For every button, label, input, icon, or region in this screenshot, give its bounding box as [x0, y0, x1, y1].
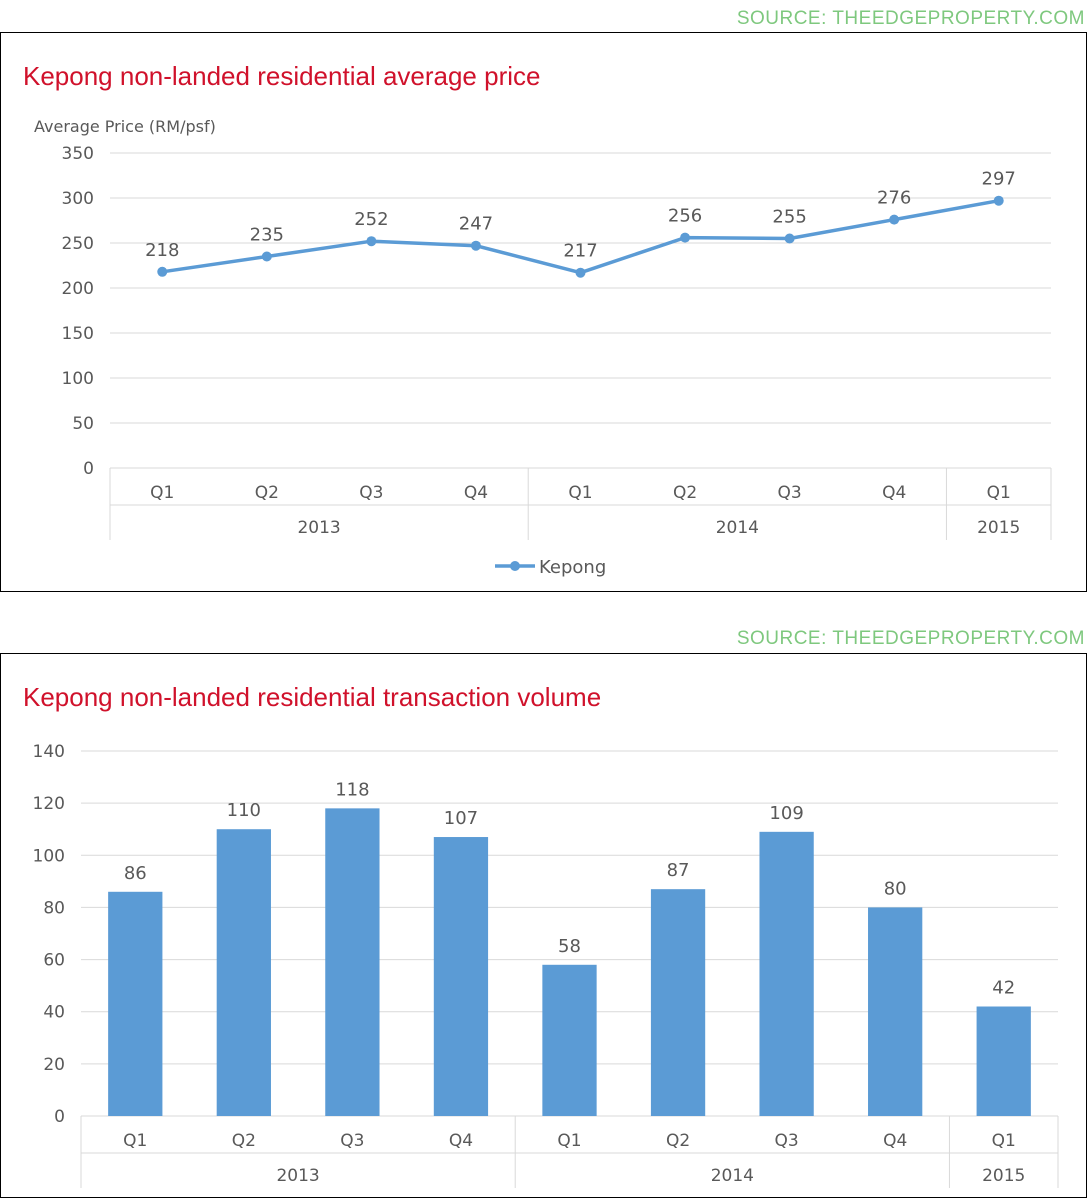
bar [650, 889, 706, 1116]
x-tick-label: Q2 [673, 483, 697, 503]
data-point [575, 267, 586, 278]
data-point [366, 236, 377, 247]
x-group-label: 2014 [716, 518, 759, 538]
y-tick-label: 200 [62, 279, 94, 299]
data-label: 218 [145, 240, 179, 261]
volume-chart-panel: Kepong non-landed residential transactio… [0, 653, 1087, 1198]
source-label-1: SOURCE: THEEDGEPROPERTY.COM [736, 8, 1085, 29]
bar [976, 1006, 1031, 1116]
x-tick-label: Q2 [232, 1131, 256, 1151]
legend-label: Kepong [539, 557, 606, 578]
data-label: 255 [772, 207, 806, 228]
data-label: 252 [354, 209, 388, 230]
y-tick-label: 350 [62, 144, 94, 164]
data-label: 297 [982, 169, 1016, 190]
price-line-chart: Average Price (RM/psf) 0 50 100 150 200 250 300… [34, 117, 1052, 578]
y-tick-label: 250 [62, 234, 94, 254]
series-line-kepong [162, 198, 1000, 275]
x-tick-label: Q3 [775, 1131, 799, 1151]
x-tick-label: Q2 [255, 483, 279, 503]
volume-bar-chart: 0 20 40 60 80 100 120 140 2013 2014 2015 Q1 Q2 Q3 Q4 Q1… [33, 742, 1059, 1188]
bar [868, 907, 923, 1116]
y-axis-label: Average Price (RM/psf) [34, 117, 216, 136]
data-label: 87 [667, 860, 690, 881]
legend-marker [510, 561, 520, 571]
y-tick-label: 100 [33, 846, 65, 866]
x-tick-label: Q4 [882, 483, 906, 503]
x-tick-label: Q1 [992, 1131, 1016, 1151]
x-tick-label: Q1 [557, 1131, 581, 1151]
y-tick-label: 140 [33, 742, 65, 762]
data-label: 256 [668, 206, 702, 227]
y-tick-label: 300 [62, 189, 94, 209]
bar [759, 831, 814, 1116]
y-tick-label: 50 [72, 414, 94, 434]
bar [542, 964, 597, 1116]
data-label: 80 [884, 878, 907, 899]
volume-chart-title: Kepong non-landed residential transactio… [23, 682, 602, 712]
x-tick-label: Q4 [464, 483, 488, 503]
x-tick-label: Q3 [340, 1131, 364, 1151]
price-chart-title: Kepong non-landed residential average pr… [23, 61, 541, 91]
bar [216, 829, 271, 1116]
x-tick-label: Q1 [123, 1131, 147, 1151]
data-point [784, 233, 795, 244]
data-label: 58 [558, 936, 581, 957]
data-label: 247 [459, 214, 493, 235]
y-tick-label: 100 [62, 369, 94, 389]
price-chart-panel: Kepong non-landed residential average pr… [0, 32, 1087, 592]
x-group-label: 2015 [977, 518, 1020, 538]
y-tick-label: 80 [43, 898, 65, 918]
bar [325, 808, 380, 1116]
data-label: 107 [444, 808, 478, 829]
data-point [157, 266, 168, 277]
source-label-2: SOURCE: THEEDGEPROPERTY.COM [736, 628, 1085, 649]
y-tick-label: 0 [54, 1107, 65, 1127]
x-tick-label: Q1 [150, 483, 174, 503]
x-tick-label: Q3 [359, 483, 383, 503]
data-point [889, 214, 900, 225]
x-tick-label: Q2 [666, 1131, 690, 1151]
data-label: 86 [124, 863, 147, 884]
y-tick-label: 150 [62, 324, 94, 344]
y-tick-label: 20 [43, 1055, 65, 1075]
data-label: 217 [563, 241, 597, 262]
data-point [470, 240, 481, 251]
x-group-label: 2013 [297, 518, 340, 538]
y-tick-label: 120 [33, 794, 65, 814]
y-tick-label: 60 [43, 951, 65, 971]
y-tick-label: 40 [43, 1003, 65, 1023]
data-point [261, 251, 272, 262]
data-label: 235 [250, 225, 284, 246]
data-point [993, 195, 1004, 206]
data-label: 42 [992, 978, 1015, 999]
bar [108, 891, 163, 1116]
x-tick-label: Q4 [449, 1131, 473, 1151]
x-group-label: 2015 [982, 1166, 1025, 1186]
data-label: 276 [877, 188, 911, 209]
bar [433, 837, 489, 1116]
x-tick-label: Q4 [883, 1131, 907, 1151]
x-tick-label: Q3 [778, 483, 802, 503]
data-label: 118 [335, 779, 369, 800]
x-tick-label: Q1 [568, 483, 592, 503]
data-point [680, 232, 691, 243]
y-tick-label: 0 [83, 459, 94, 479]
data-label: 110 [227, 800, 261, 821]
x-tick-label: Q1 [987, 483, 1011, 503]
data-label: 109 [769, 803, 803, 824]
x-group-label: 2013 [276, 1166, 319, 1186]
x-group-label: 2014 [711, 1166, 754, 1186]
